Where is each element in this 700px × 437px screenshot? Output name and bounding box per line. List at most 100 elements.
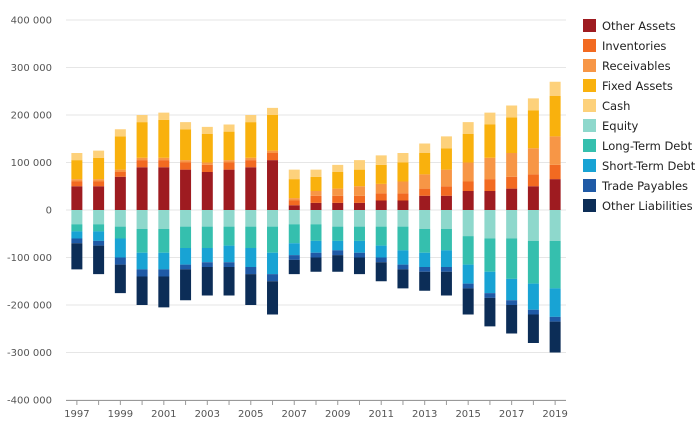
bar-segment [462,288,474,315]
bar-segment [375,226,387,246]
bar-segment [506,105,518,118]
bar-segment [310,191,322,196]
legend-item[interactable]: Short-Term Debt [583,159,696,173]
bar-segment [93,150,105,158]
bar-segment [440,267,452,272]
bar-segment [114,129,126,137]
bar-segment [353,252,365,258]
bar-segment [332,202,344,210]
bar-segment [158,119,170,158]
legend-label: Trade Payables [601,179,688,193]
bar-segment [223,162,235,170]
bar-segment [484,297,496,327]
legend-label: Short-Term Debt [602,159,696,173]
bar-segment [223,245,235,263]
bar-segment [223,169,235,210]
bar-segment [375,164,387,184]
bar-segment [71,238,83,244]
bar-segment [180,226,192,248]
y-tick-label: -200 000 [7,301,52,312]
legend-item[interactable]: Receivables [583,59,671,73]
bar-segment [180,264,192,270]
bar-segment [527,240,539,284]
bar-segment [267,150,279,153]
legend-item[interactable]: Long-Term Debt [583,139,693,153]
bar-segment [527,283,539,310]
bar-segment [353,169,365,187]
bar-segment [223,226,235,246]
bar-segment [201,134,213,163]
bar-segment [201,262,213,267]
bar-segment [136,115,148,123]
bar-segment [180,210,192,227]
x-axis: 1997 1999 2001 2003 2005 2007 2009 2011 2013 2015… [64,400,568,420]
bar-segment [267,252,279,275]
legend-item[interactable]: Equity [583,119,639,133]
bar-segment [158,229,170,253]
legend-item[interactable]: Trade Payables [583,179,688,193]
legend-item[interactable]: Cash [583,99,630,113]
bar-segment [332,195,344,203]
bar-segment [506,188,518,210]
bar-segment [419,229,431,253]
legend-swatch [583,19,596,32]
bar-segment [397,250,409,265]
bar-segment [180,162,192,170]
legend-item[interactable]: Other Assets [583,19,676,33]
bar-segment [332,240,344,251]
bar-segment [462,236,474,265]
bar-segment [223,262,235,267]
bar-segment [223,131,235,161]
bar-segment [506,278,518,301]
bar-segment [440,210,452,229]
bar-segment [158,269,170,277]
legend-item[interactable]: Inventories [583,39,666,53]
bar-segment [71,160,83,180]
bar-segment [440,195,452,210]
bar-segment [484,210,496,239]
legend-item[interactable]: Other Liabilities [583,199,693,213]
bar-segment [180,129,192,161]
bar-segment [397,210,409,227]
bar-segment [288,200,300,206]
bar-segment [288,224,300,244]
bar-segment [288,210,300,225]
bar-segment [419,195,431,210]
bar-segment [375,245,387,258]
legend-swatch [583,179,596,192]
bar-segment [201,210,213,227]
bar-segment [397,181,409,194]
x-tick-label: 1997 [64,409,89,420]
bar-segment [375,155,387,165]
y-tick-label: 400 000 [11,16,52,27]
bar-segment [506,305,518,334]
bar-segment [114,176,126,210]
x-tick-label: 2009 [325,409,350,420]
bar-segment [223,210,235,227]
bar-segment [267,274,279,282]
bar-segment [245,160,257,168]
bar-segment [549,288,561,317]
bar-segment [462,210,474,237]
bar-segment [267,160,279,210]
bar-segment [136,269,148,277]
legend: Other Assets Inventories Receivables Fixed … [583,19,696,213]
legend-item[interactable]: Fixed Assets [583,79,673,93]
bar-segment [158,160,170,168]
bar-segment [180,269,192,301]
bar-segment [180,248,192,265]
bar-segment [549,179,561,210]
bar-segment [267,153,279,161]
bar-segment [527,148,539,175]
bar-segment [71,181,83,187]
bar-segment [310,224,322,241]
legend-label: Long-Term Debt [602,139,693,153]
bar-segment [440,229,452,251]
bar-segment [332,164,344,172]
bar-segment [332,255,344,272]
bar-segment [93,186,105,210]
legend-label: Cash [602,99,630,113]
bar-segment [397,193,409,201]
bar-segment [245,157,257,161]
